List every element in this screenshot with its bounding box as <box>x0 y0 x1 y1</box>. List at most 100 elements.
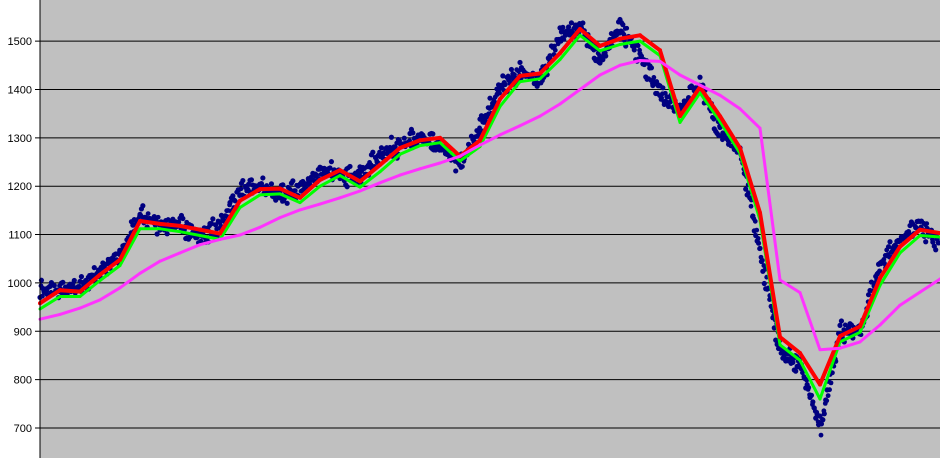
data-point <box>138 219 142 224</box>
price-point <box>837 322 843 328</box>
data-point <box>618 36 622 41</box>
data-point <box>498 97 502 102</box>
price-point <box>810 399 816 405</box>
data-point <box>518 124 522 128</box>
data-point <box>918 290 922 294</box>
data-point <box>658 59 662 63</box>
price-point <box>155 214 161 220</box>
y-tick-label: 1300 <box>8 133 32 145</box>
data-point <box>358 179 362 184</box>
data-point <box>458 159 462 163</box>
data-point <box>278 192 282 196</box>
price-point <box>284 200 290 206</box>
data-point <box>538 77 542 81</box>
price-point <box>752 218 758 224</box>
price-point <box>808 392 815 398</box>
data-point <box>398 173 402 177</box>
data-point <box>558 57 562 61</box>
price-point <box>245 181 252 187</box>
data-point <box>918 234 922 238</box>
price-point <box>238 186 244 192</box>
data-point <box>178 230 182 234</box>
price-point <box>401 135 407 141</box>
data-point <box>438 161 442 165</box>
data-point <box>498 104 502 108</box>
price-point <box>314 172 320 178</box>
price-point <box>230 193 236 199</box>
data-point <box>278 186 282 191</box>
data-point <box>218 231 222 236</box>
price-point <box>290 178 296 184</box>
price-point <box>930 239 936 245</box>
price-point <box>91 265 97 271</box>
price-point <box>793 368 799 374</box>
price-point <box>790 359 796 366</box>
data-point <box>858 330 862 334</box>
data-point <box>238 205 242 209</box>
price-point <box>477 125 482 131</box>
series-layer <box>37 16 940 438</box>
series-line <box>38 27 940 387</box>
price-point <box>651 75 657 80</box>
data-point <box>58 294 62 298</box>
price-point <box>885 244 892 250</box>
price-point <box>430 131 436 137</box>
price-point <box>77 284 82 289</box>
series-short-moving-average-lagged- <box>38 33 940 401</box>
price-point <box>743 186 749 192</box>
data-point <box>878 323 882 327</box>
price-point <box>487 95 493 101</box>
data-point <box>898 303 902 307</box>
price-point <box>40 293 45 299</box>
data-point <box>478 143 482 147</box>
data-point <box>358 189 362 193</box>
price-point <box>830 370 835 376</box>
price-point <box>210 216 216 222</box>
data-point <box>418 144 422 148</box>
data-point <box>698 83 702 87</box>
data-point <box>438 135 442 140</box>
price-point <box>145 211 151 217</box>
price-point <box>658 95 665 101</box>
data-point <box>98 279 102 283</box>
data-point <box>818 397 822 401</box>
price-point <box>660 85 666 91</box>
data-point <box>378 162 382 167</box>
data-point <box>158 259 162 263</box>
price-point <box>624 25 630 31</box>
data-point <box>598 49 602 53</box>
y-tick-label: 1500 <box>8 36 32 48</box>
price-point <box>280 182 286 188</box>
price-point <box>665 103 672 110</box>
data-point <box>198 227 202 232</box>
data-point <box>318 202 322 206</box>
price-point <box>258 181 265 187</box>
data-point <box>658 48 662 53</box>
price-point <box>933 247 939 253</box>
data-point <box>798 358 802 362</box>
price-point <box>497 90 502 96</box>
y-tick-label: 1000 <box>8 278 32 290</box>
data-point <box>118 257 122 262</box>
data-point <box>598 43 602 48</box>
price-point <box>773 337 779 343</box>
data-point <box>398 145 402 150</box>
data-point <box>398 152 402 156</box>
price-point <box>502 82 508 88</box>
data-point <box>418 167 422 171</box>
data-point <box>298 208 302 212</box>
price-point <box>565 24 572 30</box>
data-point <box>58 312 62 316</box>
data-point <box>318 177 322 182</box>
series-line <box>39 33 940 401</box>
data-point <box>678 73 682 77</box>
data-point <box>238 233 242 237</box>
price-point <box>937 240 940 246</box>
data-point <box>838 346 842 350</box>
data-point <box>318 184 322 188</box>
data-point <box>198 234 202 238</box>
price-point <box>757 245 763 251</box>
price-point <box>887 239 893 245</box>
price-point <box>828 380 834 386</box>
data-point <box>118 286 122 290</box>
